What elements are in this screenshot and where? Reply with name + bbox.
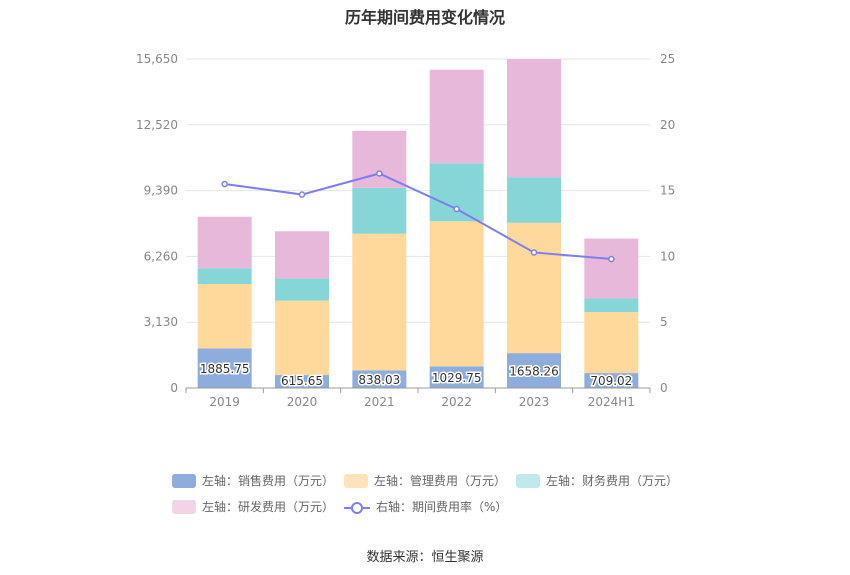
data-label: 1029.75 bbox=[432, 371, 482, 385]
bar-segment bbox=[275, 278, 329, 301]
left-axis-tick-label: 9,390 bbox=[144, 184, 178, 198]
legend-swatch-admin bbox=[344, 473, 368, 488]
bar-segment bbox=[352, 370, 407, 388]
legend-label-finance: 左轴：财务费用（万元） bbox=[546, 474, 679, 488]
legend-label-sales: 左轴：销售费用（万元） bbox=[202, 474, 335, 488]
bar-segment bbox=[429, 163, 484, 222]
data-label: 709.02 bbox=[590, 374, 632, 388]
right-axis-tick-label: 10 bbox=[660, 249, 675, 263]
right-axis-tick-label: 5 bbox=[660, 315, 668, 329]
right-axis-tick-label: 25 bbox=[660, 52, 675, 66]
right-axis-tick-label: 0 bbox=[660, 381, 668, 395]
legend-swatch-sales bbox=[172, 473, 196, 488]
bar-segment bbox=[584, 312, 639, 374]
left-axis-tick-label: 12,520 bbox=[136, 118, 178, 132]
right-axis-tick-label: 20 bbox=[660, 118, 675, 132]
bar-segment bbox=[275, 231, 329, 279]
expense-rate-point bbox=[608, 255, 615, 263]
x-axis-tick-label: 2024H1 bbox=[588, 395, 635, 409]
legend-item-expense-rate[interactable]: 右轴：期间费用率（%） bbox=[344, 498, 507, 515]
right-axis-tick-label: 15 bbox=[660, 184, 675, 198]
legend-label-admin: 左轴：管理费用（万元） bbox=[374, 474, 507, 488]
bar-segment bbox=[584, 373, 639, 388]
bar-segment bbox=[429, 366, 484, 388]
bar-segment bbox=[197, 348, 252, 388]
expense-rate-line bbox=[224, 172, 612, 261]
bar-segment bbox=[507, 222, 561, 354]
data-label: 615.65 bbox=[281, 374, 323, 388]
legend-swatch-rnd bbox=[172, 499, 196, 514]
left-axis-tick-label: 6,260 bbox=[144, 249, 178, 263]
bar-segment bbox=[352, 233, 407, 371]
bar-segment bbox=[429, 221, 484, 367]
bar-segment bbox=[429, 69, 484, 164]
left-axis-tick-label: 15,650 bbox=[136, 52, 178, 66]
bar-segment bbox=[584, 238, 639, 299]
bar-segment bbox=[584, 298, 639, 313]
bar-segment bbox=[507, 59, 561, 178]
legend-item-rnd[interactable]: 左轴：研发费用（万元） bbox=[172, 498, 334, 515]
legend-label-expense-rate: 右轴：期间费用率（%） bbox=[376, 500, 508, 514]
chart-title: 历年期间费用变化情况 bbox=[344, 8, 505, 27]
bar-segment bbox=[507, 353, 561, 388]
expense-rate-point bbox=[376, 170, 383, 177]
bar-segment bbox=[197, 268, 252, 285]
bar-segment bbox=[352, 187, 407, 234]
bar-segment bbox=[275, 300, 329, 376]
left-axis-tick-label: 0 bbox=[170, 381, 178, 395]
expense-rate-point bbox=[221, 180, 228, 188]
x-axis-tick-label: 2021 bbox=[364, 395, 395, 409]
x-axis-tick-label: 2019 bbox=[209, 395, 240, 409]
legend-item-finance[interactable]: 左轴：财务费用（万元） bbox=[516, 472, 678, 489]
x-axis-tick-label: 2022 bbox=[441, 395, 472, 409]
bar-segment bbox=[507, 177, 561, 223]
legend-item-sales[interactable]: 左轴：销售费用（万元） bbox=[172, 472, 334, 489]
stacked-bar-line-chart: 0 3,130 6,260 9,390 12,520 15,650 0 5 10 15 20 25 20… bbox=[136, 52, 675, 409]
legend-item-admin[interactable]: 左轴：管理费用（万元） bbox=[344, 472, 506, 489]
expense-rate-point bbox=[453, 205, 460, 213]
data-source: 数据来源：恒生聚源 bbox=[366, 550, 484, 565]
legend-label-rnd: 左轴：研发费用（万元） bbox=[202, 500, 335, 514]
bar-segment bbox=[197, 216, 252, 269]
bar-segment bbox=[275, 375, 329, 388]
bar-segment bbox=[197, 284, 252, 349]
legend-swatch-finance bbox=[516, 473, 540, 488]
expense-rate-point bbox=[298, 191, 306, 198]
expense-rate-point bbox=[530, 249, 538, 256]
left-axis-tick-label: 3,130 bbox=[144, 315, 178, 329]
x-axis-tick-label: 2020 bbox=[287, 395, 318, 409]
data-label: 1885.75 bbox=[200, 362, 250, 376]
data-label: 838.03 bbox=[358, 373, 400, 387]
data-label: 1658.26 bbox=[509, 365, 559, 379]
x-axis-tick-label: 2023 bbox=[519, 395, 550, 409]
legend-swatch-expense-rate bbox=[344, 500, 370, 514]
